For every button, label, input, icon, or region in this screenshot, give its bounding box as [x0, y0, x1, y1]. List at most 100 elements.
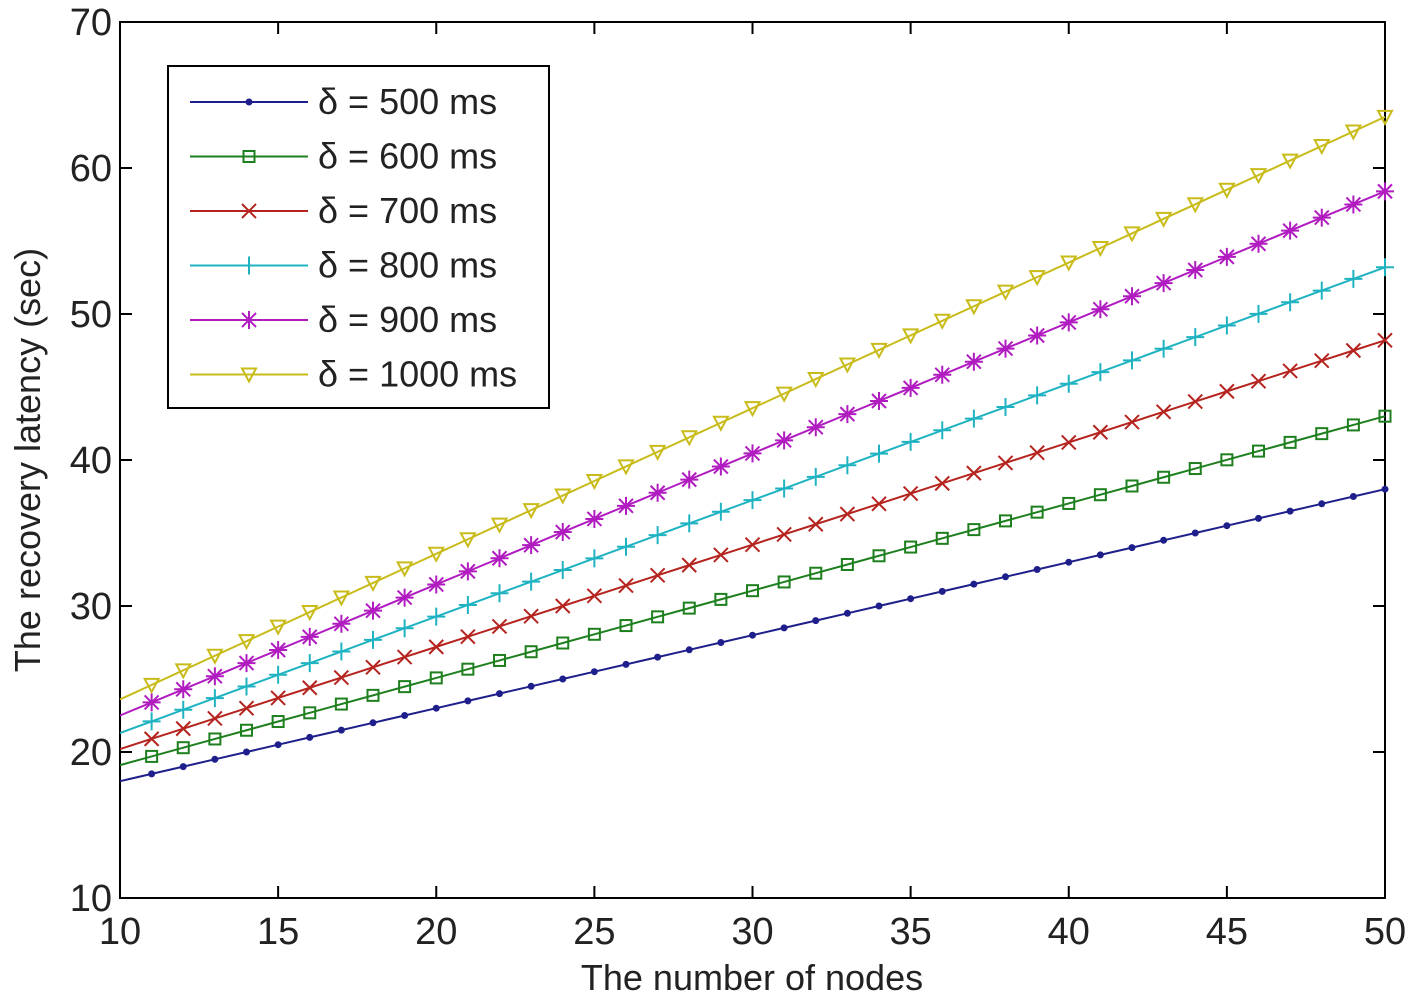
data-point	[617, 459, 635, 476]
data-point	[1060, 255, 1078, 272]
data-point	[872, 549, 886, 563]
legend-entry: δ = 600 ms	[190, 136, 497, 177]
legend: δ = 500 ms δ = 600 ms δ = 700 ms δ = 800 ms…	[167, 65, 550, 409]
data-point	[176, 741, 190, 755]
y-tick-label: 30	[70, 586, 112, 628]
legend-label: δ = 600 ms	[318, 136, 497, 177]
data-point	[934, 475, 950, 492]
data-point	[145, 749, 159, 763]
series-line	[119, 115, 1386, 701]
series-layer	[119, 109, 1394, 783]
data-point	[205, 689, 224, 708]
y-axis-label: The recovery latency (sec)	[7, 248, 48, 672]
data-point	[682, 601, 696, 615]
data-point	[585, 473, 604, 491]
data-point	[617, 496, 635, 515]
data-point	[1128, 544, 1136, 552]
x-tick-label: 40	[1048, 911, 1090, 953]
data-point	[243, 748, 250, 756]
data-point	[840, 557, 854, 571]
data-point	[496, 690, 503, 698]
data-point	[907, 595, 915, 603]
data-point	[1155, 404, 1172, 420]
data-point	[1123, 226, 1141, 243]
data-point	[428, 639, 444, 655]
data-point	[240, 311, 258, 329]
x-tick-label: 50	[1364, 911, 1406, 953]
data-point	[711, 502, 730, 521]
data-point	[617, 537, 635, 556]
data-point	[933, 365, 952, 384]
data-point	[1344, 195, 1363, 214]
data-point	[649, 567, 666, 584]
data-point	[556, 636, 570, 650]
data-point	[332, 642, 351, 661]
data-point	[585, 549, 604, 568]
data-point	[996, 398, 1015, 417]
data-point	[1191, 529, 1199, 537]
data-point	[746, 584, 759, 598]
data-point	[743, 491, 762, 510]
data-point	[334, 697, 348, 711]
data-point	[870, 392, 888, 411]
data-point	[870, 342, 888, 360]
data-point	[554, 488, 572, 505]
data-point	[839, 506, 856, 522]
data-point	[585, 509, 604, 528]
data-point	[269, 619, 287, 636]
data-point	[1028, 270, 1046, 287]
data-point	[838, 456, 857, 475]
data-point	[1217, 247, 1236, 266]
data-point	[461, 662, 475, 676]
data-point	[493, 653, 506, 667]
data-point	[1376, 258, 1394, 277]
data-point	[270, 690, 286, 706]
data-point	[938, 587, 946, 595]
data-point	[1124, 414, 1140, 430]
data-point	[680, 430, 698, 447]
data-point	[1219, 383, 1235, 400]
data-point	[808, 516, 824, 532]
data-point	[395, 588, 414, 607]
data-point	[429, 671, 443, 685]
data-point	[1282, 363, 1298, 379]
data-point	[648, 444, 667, 461]
data-point	[1283, 435, 1297, 449]
legend-entry: δ = 1000 ms	[190, 354, 517, 395]
data-point	[1249, 234, 1268, 253]
x-tick-label: 35	[889, 911, 931, 953]
data-point	[838, 405, 857, 424]
data-point	[717, 639, 725, 646]
data-point	[240, 256, 258, 275]
series-line	[119, 415, 1386, 767]
data-point	[553, 561, 572, 580]
data-point	[685, 646, 693, 654]
legend-entry: δ = 700 ms	[190, 190, 497, 231]
data-point	[269, 640, 288, 659]
data-point	[369, 719, 377, 727]
data-point	[174, 663, 192, 680]
data-point	[749, 631, 756, 639]
data-point	[904, 540, 918, 554]
data-point	[1312, 208, 1331, 227]
series-5	[119, 182, 1394, 717]
data-point	[1218, 182, 1236, 199]
data-point	[1033, 566, 1041, 573]
data-point	[680, 514, 699, 533]
axis-ticks: 10 15 20 25 30 35 40 45 50 10 20 30 40 50 60 70	[70, 2, 1406, 953]
data-point	[240, 367, 258, 384]
data-point	[1313, 139, 1331, 156]
data-point	[522, 572, 541, 591]
data-point	[1187, 393, 1203, 410]
data-point	[712, 415, 730, 432]
data-point	[681, 557, 697, 573]
data-point	[1091, 240, 1110, 258]
data-point	[1314, 353, 1330, 369]
data-point	[527, 682, 535, 690]
data-point	[1376, 109, 1394, 127]
data-point	[237, 654, 256, 673]
y-tick-label: 50	[70, 294, 112, 336]
data-point	[901, 328, 920, 345]
data-point	[490, 549, 509, 568]
data-point	[237, 677, 256, 696]
